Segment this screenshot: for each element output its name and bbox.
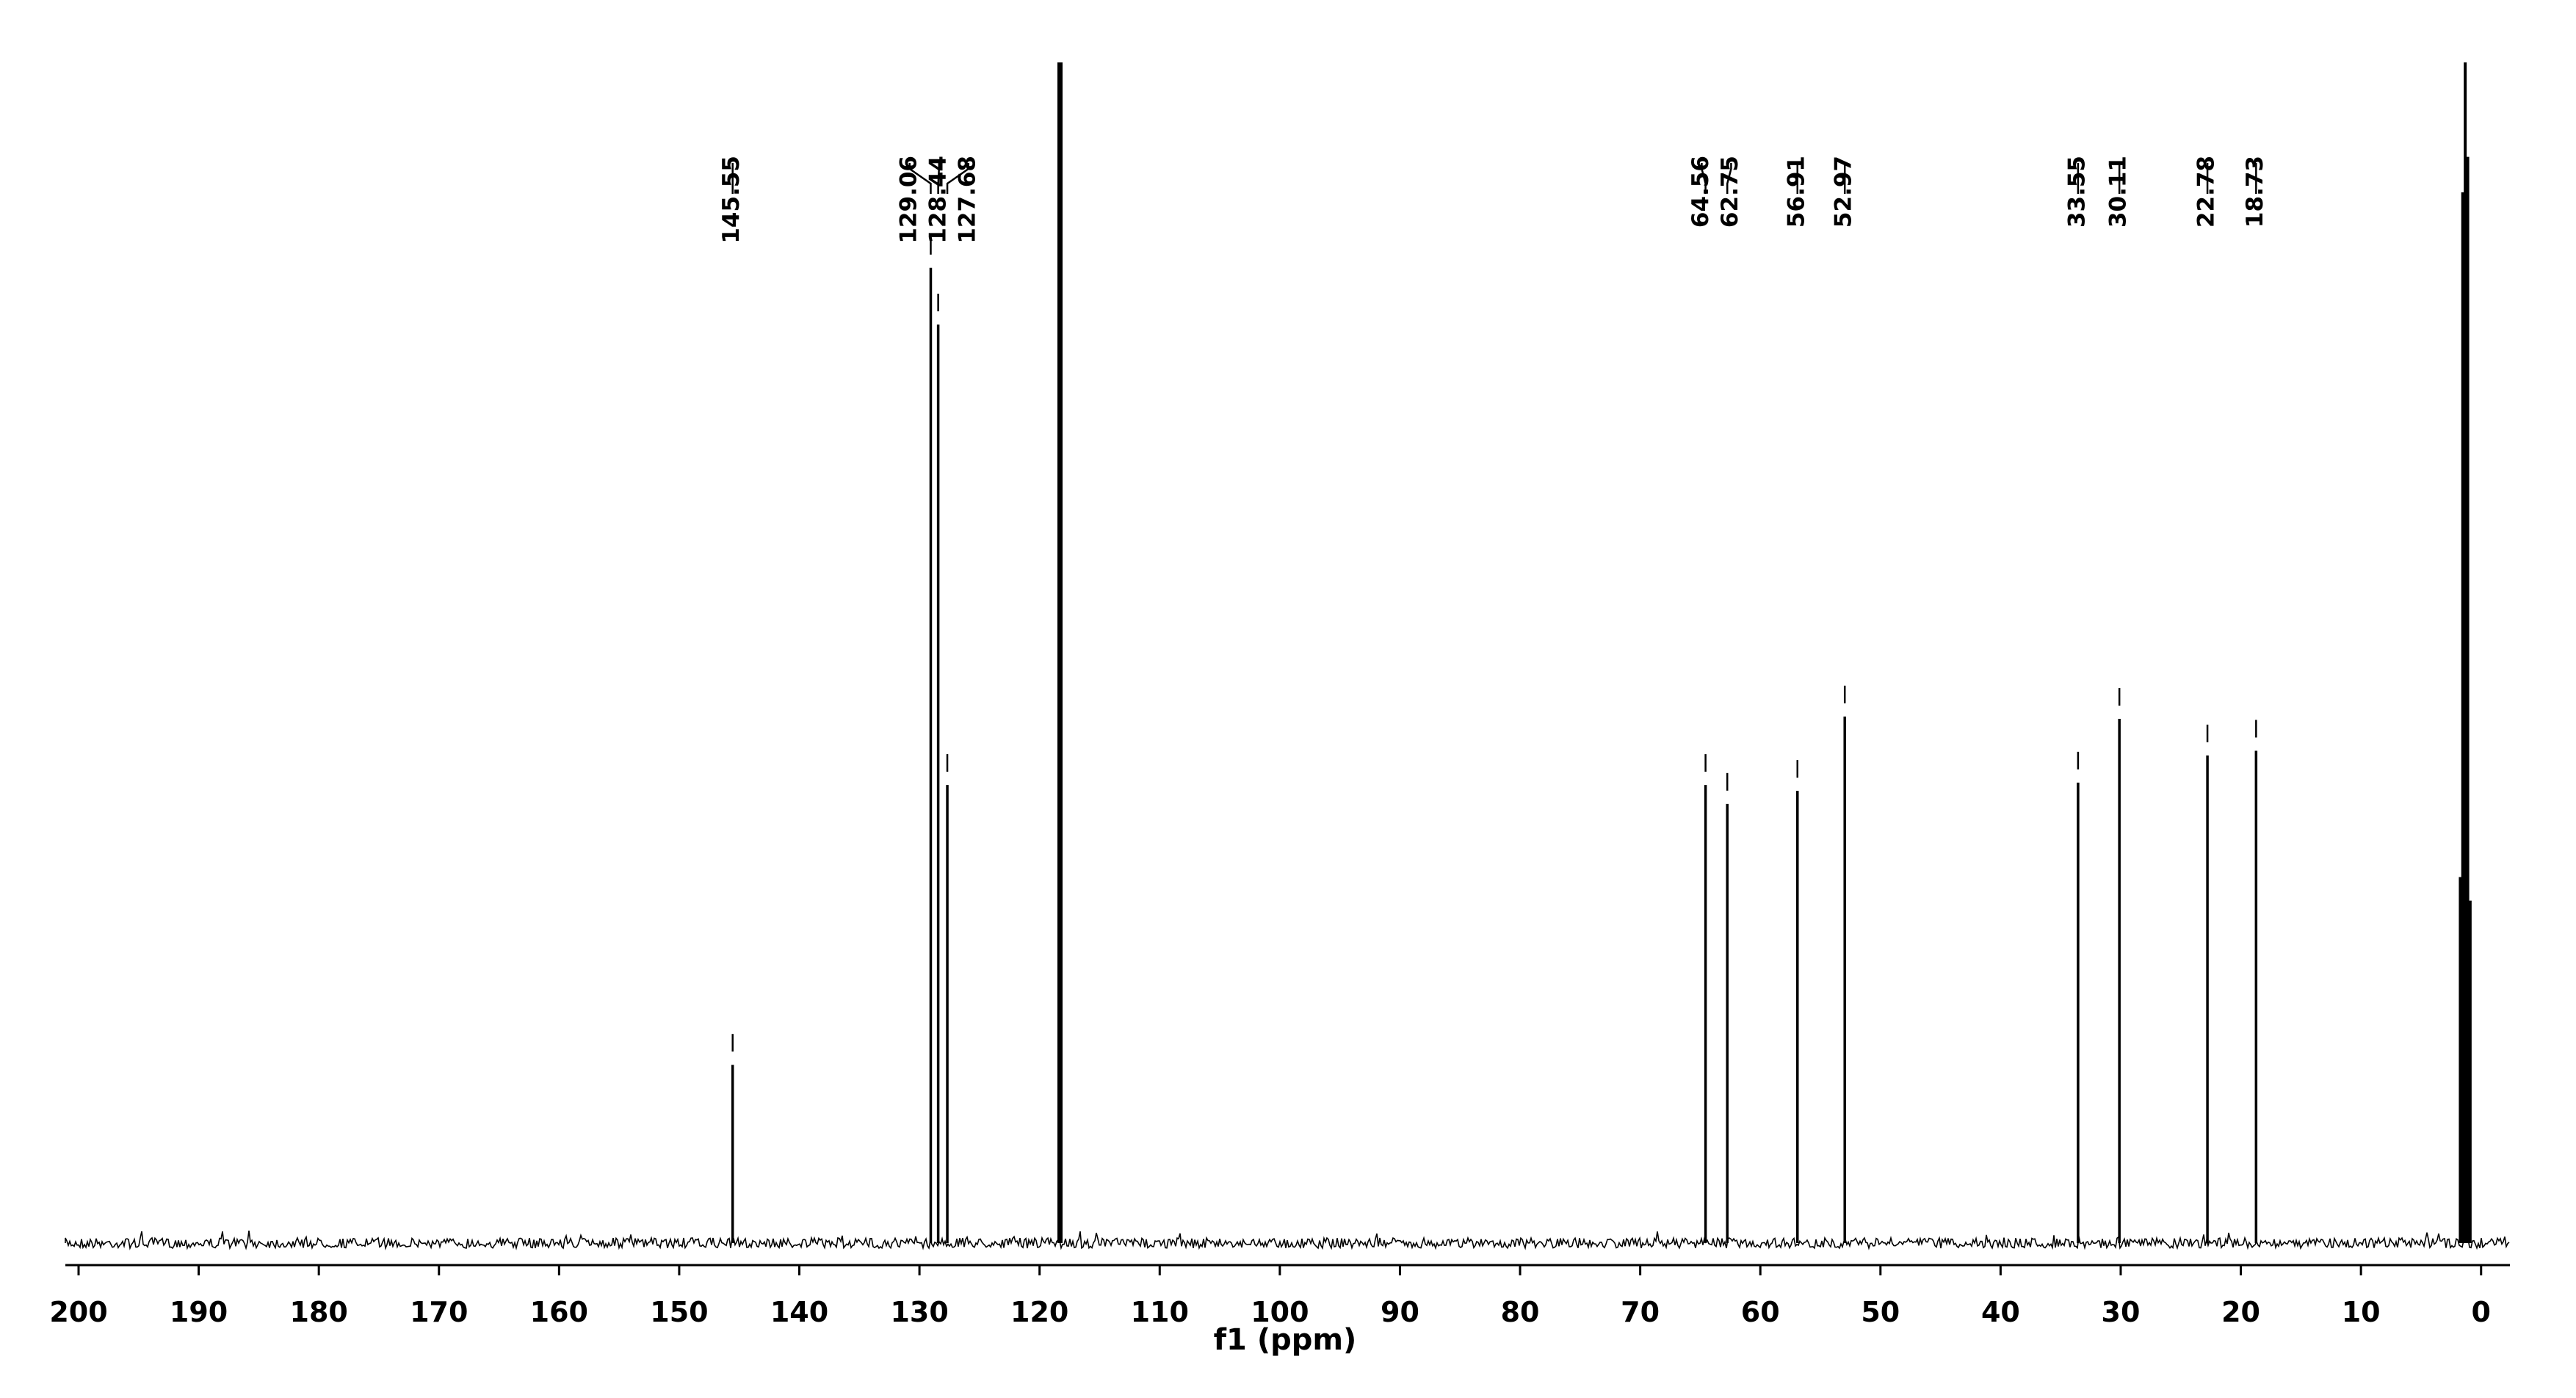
peak-label: 30.11 xyxy=(2105,156,2132,228)
peak-label: 22.78 xyxy=(2193,156,2220,228)
baseline-noise xyxy=(65,1230,2510,1250)
peak-label: 127.68 xyxy=(954,156,980,244)
x-tick-label: 80 xyxy=(1501,1296,1540,1328)
x-tick-label: 10 xyxy=(2342,1296,2381,1328)
x-tick-label: 70 xyxy=(1621,1296,1660,1328)
x-tick-label: 160 xyxy=(530,1296,588,1328)
x-tick-label: 100 xyxy=(1251,1296,1309,1328)
x-tick-label: 0 xyxy=(2472,1296,2491,1328)
x-tick-label: 90 xyxy=(1381,1296,1419,1328)
x-tick-label: 140 xyxy=(770,1296,828,1328)
x-tick-label: 20 xyxy=(2221,1296,2260,1328)
peak-label: 62.75 xyxy=(1717,156,1743,228)
x-tick-label: 200 xyxy=(49,1296,107,1328)
peak-label: 56.91 xyxy=(1783,156,1809,228)
label-connector xyxy=(937,163,941,194)
x-tick-label: 180 xyxy=(290,1296,348,1328)
peak-label: 52.97 xyxy=(1831,156,1857,228)
peak-label: 64.56 xyxy=(1687,156,1714,228)
x-tick-label: 120 xyxy=(1010,1296,1068,1328)
x-tick-label: 60 xyxy=(1741,1296,1780,1328)
x-tick-label: 40 xyxy=(1981,1296,2020,1328)
label-connector xyxy=(1726,163,1732,194)
label-connector xyxy=(946,163,970,194)
x-tick-label: 130 xyxy=(890,1296,948,1328)
x-axis-label: f1 (ppm) xyxy=(1214,1323,1357,1357)
x-tick-label: 190 xyxy=(170,1296,228,1328)
x-tick-label: 150 xyxy=(650,1296,708,1328)
peak-label: 128.44 xyxy=(925,156,951,244)
label-connector xyxy=(1701,163,1707,194)
x-tick-label: 50 xyxy=(1861,1296,1900,1328)
peak-label: 129.06 xyxy=(895,156,922,244)
peak-label: 33.55 xyxy=(2063,156,2090,228)
x-tick-label: 110 xyxy=(1131,1296,1189,1328)
x-tick-label: 170 xyxy=(410,1296,468,1328)
peak-label: 18.73 xyxy=(2242,156,2268,228)
x-tick-label: 30 xyxy=(2102,1296,2141,1328)
label-connector xyxy=(908,163,932,194)
peak-label: 145.55 xyxy=(718,156,745,244)
